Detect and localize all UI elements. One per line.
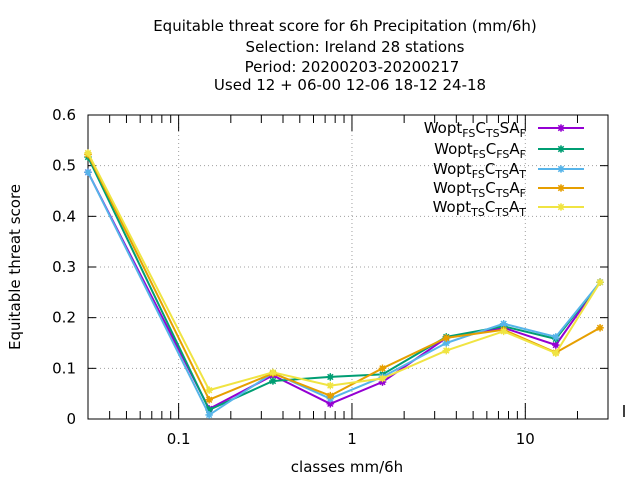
legend-entry-1: WoptFSCTSSAF xyxy=(424,119,584,140)
x-tick-label: 1 xyxy=(347,430,357,448)
series-5-point-rays xyxy=(84,149,92,157)
legend-marker-rays xyxy=(557,145,565,153)
series-1-point-rays xyxy=(552,341,560,349)
series-5-point-rays xyxy=(596,278,604,286)
chart-title-line-3: Period: 20200203-20200217 xyxy=(245,58,460,76)
series-5 xyxy=(84,149,604,394)
series-5-point-rays xyxy=(326,381,335,390)
series-3-point-rays xyxy=(442,339,451,347)
y-tick-label: 0.3 xyxy=(52,258,76,276)
legend-label: WoptTSCTSAT xyxy=(433,198,527,219)
series-2-point-rays xyxy=(205,406,213,414)
x-tick-label: 10 xyxy=(516,430,535,448)
data-series xyxy=(84,149,604,419)
legend-label: WoptFSCTSAT xyxy=(433,160,526,181)
series-4-point-rays xyxy=(205,395,213,404)
series-5-point-rays xyxy=(442,346,451,355)
y-tick-label: 0.6 xyxy=(52,106,76,124)
series-3-point-rays xyxy=(205,411,213,419)
y-tick-label: 0 xyxy=(66,410,76,428)
series-4-point-rays xyxy=(442,334,451,342)
legend-label: WoptFSCFSAF xyxy=(434,140,526,161)
y-tick-label: 0.2 xyxy=(52,309,76,327)
x-tick-label: 0.1 xyxy=(167,430,191,448)
legend-entry-3: WoptFSCTSAT xyxy=(433,160,584,181)
legend-entry-2: WoptFSCFSAF xyxy=(434,140,584,161)
series-5-point-rays xyxy=(269,368,277,377)
legend-marker-rays xyxy=(557,184,565,192)
axis-ticks: 0 0.1 0.2 0.3 0.4 0.5 0.6 0.1 1 10 xyxy=(52,106,625,448)
legend: WoptFSCTSSAFWoptFSCFSAFWoptFSCTSATWoptTS… xyxy=(424,119,584,219)
y-tick-label: 0.4 xyxy=(52,207,76,225)
chart-title-line-1: Equitable threat score for 6h Precipitat… xyxy=(153,17,537,35)
series-5-point-rays xyxy=(552,349,560,357)
chart-title-line-2: Selection: Ireland 28 stations xyxy=(246,38,465,56)
chart-title: Equitable threat score for 6h Precipitat… xyxy=(153,17,537,94)
series-5-point-rays xyxy=(205,386,213,394)
legend-marker-rays xyxy=(557,165,565,173)
legend-marker-rays xyxy=(557,124,565,132)
y-tick-label: 0.5 xyxy=(52,157,76,175)
series-3-point-rays xyxy=(552,333,560,341)
x-axis-label: classes mm/6h xyxy=(291,458,403,476)
series-5-point-rays xyxy=(378,374,387,383)
series-1-point-rays xyxy=(326,400,335,408)
legend-label: WoptTSCTSAF xyxy=(433,179,526,200)
series-4-point-rays xyxy=(596,324,604,332)
series-4-point-rays xyxy=(326,391,335,400)
y-axis-label: Equitable threat score xyxy=(6,184,24,350)
series-5-point-rays xyxy=(499,327,508,336)
y-tick-label: 0.1 xyxy=(52,359,76,377)
series-3-point-rays xyxy=(499,319,508,328)
legend-entry-4: WoptTSCTSAF xyxy=(433,179,584,200)
legend-label: WoptFSCTSSAF xyxy=(424,119,526,140)
series-4-point-rays xyxy=(378,364,387,373)
legend-entry-5: WoptTSCTSAT xyxy=(433,198,584,219)
grid xyxy=(88,115,608,419)
chart-title-line-4: Used 12 + 06-00 12-06 18-12 24-18 xyxy=(214,76,486,94)
legend-marker-rays xyxy=(557,203,565,211)
series-2-point-rays xyxy=(269,377,277,385)
series-2-point-rays xyxy=(326,373,335,381)
series-3-point-rays xyxy=(84,168,92,177)
